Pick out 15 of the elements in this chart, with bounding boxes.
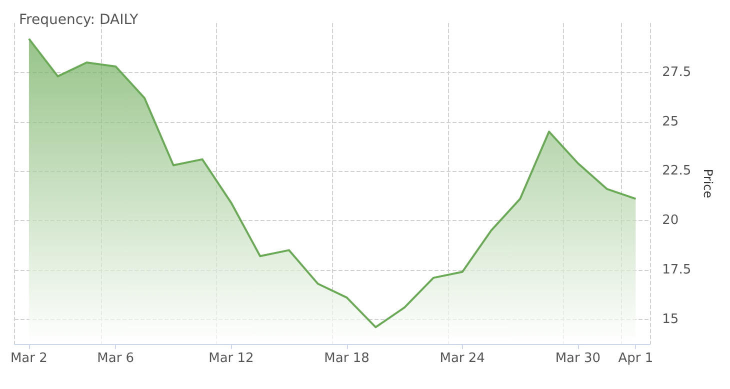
x-tick-label: Mar 2 (10, 351, 48, 366)
y-tick-label: 27.5 (662, 64, 692, 80)
x-tick-label: Apr 1 (618, 351, 654, 366)
y-axis-title: Price (701, 168, 715, 198)
y-tick-label: 15 (662, 312, 679, 327)
y-tick-label: 22.5 (662, 164, 692, 179)
x-tick-label: Mar 6 (97, 351, 134, 366)
chart-title: Frequency: DAILY (19, 12, 139, 28)
y-tick-label: 20 (662, 213, 679, 228)
x-tick-label: Mar 24 (440, 351, 485, 366)
x-tick-label: Mar 12 (208, 351, 254, 366)
y-tick-label: 25 (662, 114, 679, 130)
y-tick-label: 17.5 (662, 262, 692, 278)
x-tick-label: Mar 30 (555, 351, 601, 366)
x-tick-label: Mar 18 (324, 351, 370, 366)
